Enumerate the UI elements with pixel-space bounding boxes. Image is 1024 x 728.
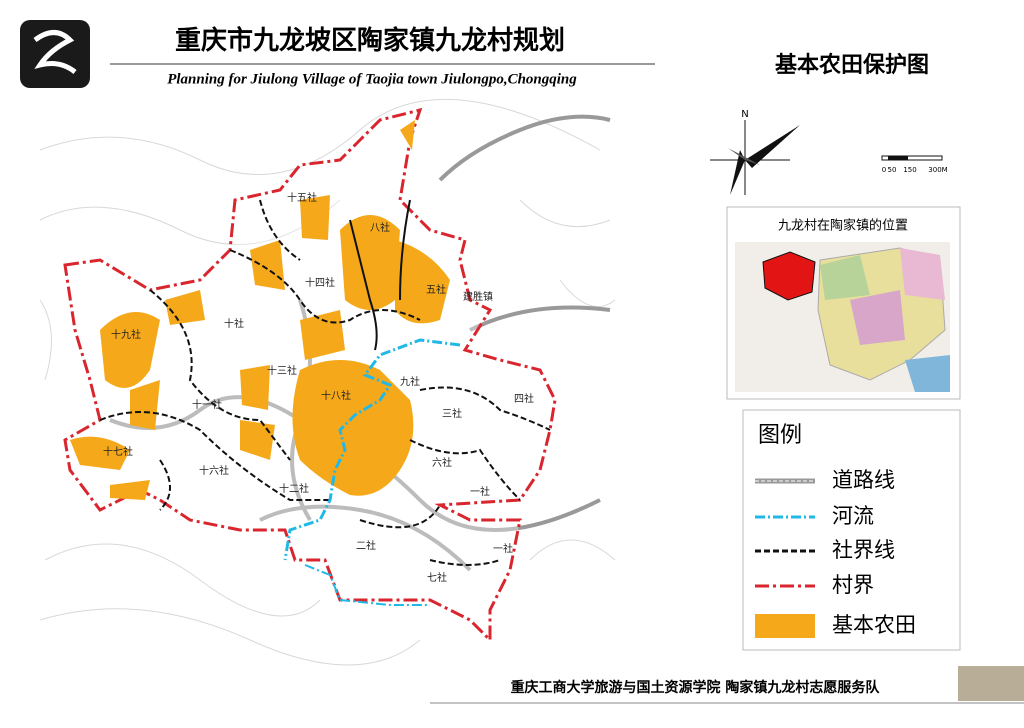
area-label: 五社 [426, 283, 446, 296]
inset-area [820, 255, 870, 300]
area-label: 一社 [470, 485, 490, 498]
group-boundaries-solid [349, 199, 411, 351]
area-label: 十三社 [267, 364, 297, 377]
area-label: 八社 [370, 221, 390, 234]
legend-label: 河流 [832, 504, 874, 528]
area-label: 十六社 [199, 464, 229, 477]
legend-title: 图例 [758, 423, 802, 448]
area-label: 二社 [356, 539, 376, 552]
inset-village [762, 251, 816, 301]
legend-farmland [755, 614, 815, 638]
area-label: 一社 [493, 542, 513, 555]
scale-labels: 0 50 150 300M [882, 166, 948, 174]
inset-area [850, 290, 905, 345]
legend-label: 社界线 [832, 538, 895, 562]
logo-mark [33, 30, 77, 75]
river [283, 338, 461, 561]
legend-label: 道路线 [832, 468, 895, 492]
north-label: N [741, 109, 748, 120]
area-label: 十九社 [111, 328, 141, 341]
area-label: 六社 [432, 456, 452, 469]
area-label: 三社 [442, 407, 462, 420]
area-label: 十二社 [279, 482, 309, 495]
legend-label: 村界 [832, 573, 874, 597]
footer-block [958, 666, 1024, 701]
scale-bar-fill [888, 156, 908, 160]
area-label: 四社 [514, 392, 534, 405]
compass-needle [745, 125, 800, 168]
scale-label: 50 [888, 166, 897, 174]
subtitle: Planning for Jiulong Village of Taojia t… [167, 71, 577, 87]
area-label: 十四社 [305, 276, 335, 289]
inset-area [900, 248, 945, 300]
footer-text: 重庆工商大学旅游与国土资源学院 陶家镇九龙村志愿服务队 [511, 679, 881, 696]
area-label: 建胜镇 [463, 290, 493, 303]
legend-label: 基本农田 [832, 613, 916, 637]
farmland [70, 120, 450, 500]
map-title: 基本农田保护图 [775, 52, 929, 78]
area-label: 九社 [400, 375, 420, 388]
title: 重庆市九龙坡区陶家镇九龙村规划 [175, 25, 565, 56]
compass-needle [730, 150, 745, 195]
area-label: 十社 [224, 317, 244, 330]
area-label: 十五社 [287, 191, 317, 204]
group-boundaries [99, 199, 551, 566]
scale-label: 0 [882, 166, 886, 174]
scale-bar [881, 155, 943, 161]
area-label: 七社 [427, 571, 447, 584]
legend-frame [742, 409, 961, 651]
area-label: 十七社 [103, 445, 133, 458]
area-label: 十一社 [192, 398, 222, 411]
scale-label: 150 [903, 166, 916, 174]
inset-title: 九龙村在陶家镇的位置 [778, 218, 908, 234]
river-south [304, 564, 430, 606]
compass-needle [728, 148, 760, 165]
area-label: 十八社 [321, 389, 351, 402]
scale-label: 300M [928, 166, 947, 174]
inset-water [905, 355, 950, 392]
